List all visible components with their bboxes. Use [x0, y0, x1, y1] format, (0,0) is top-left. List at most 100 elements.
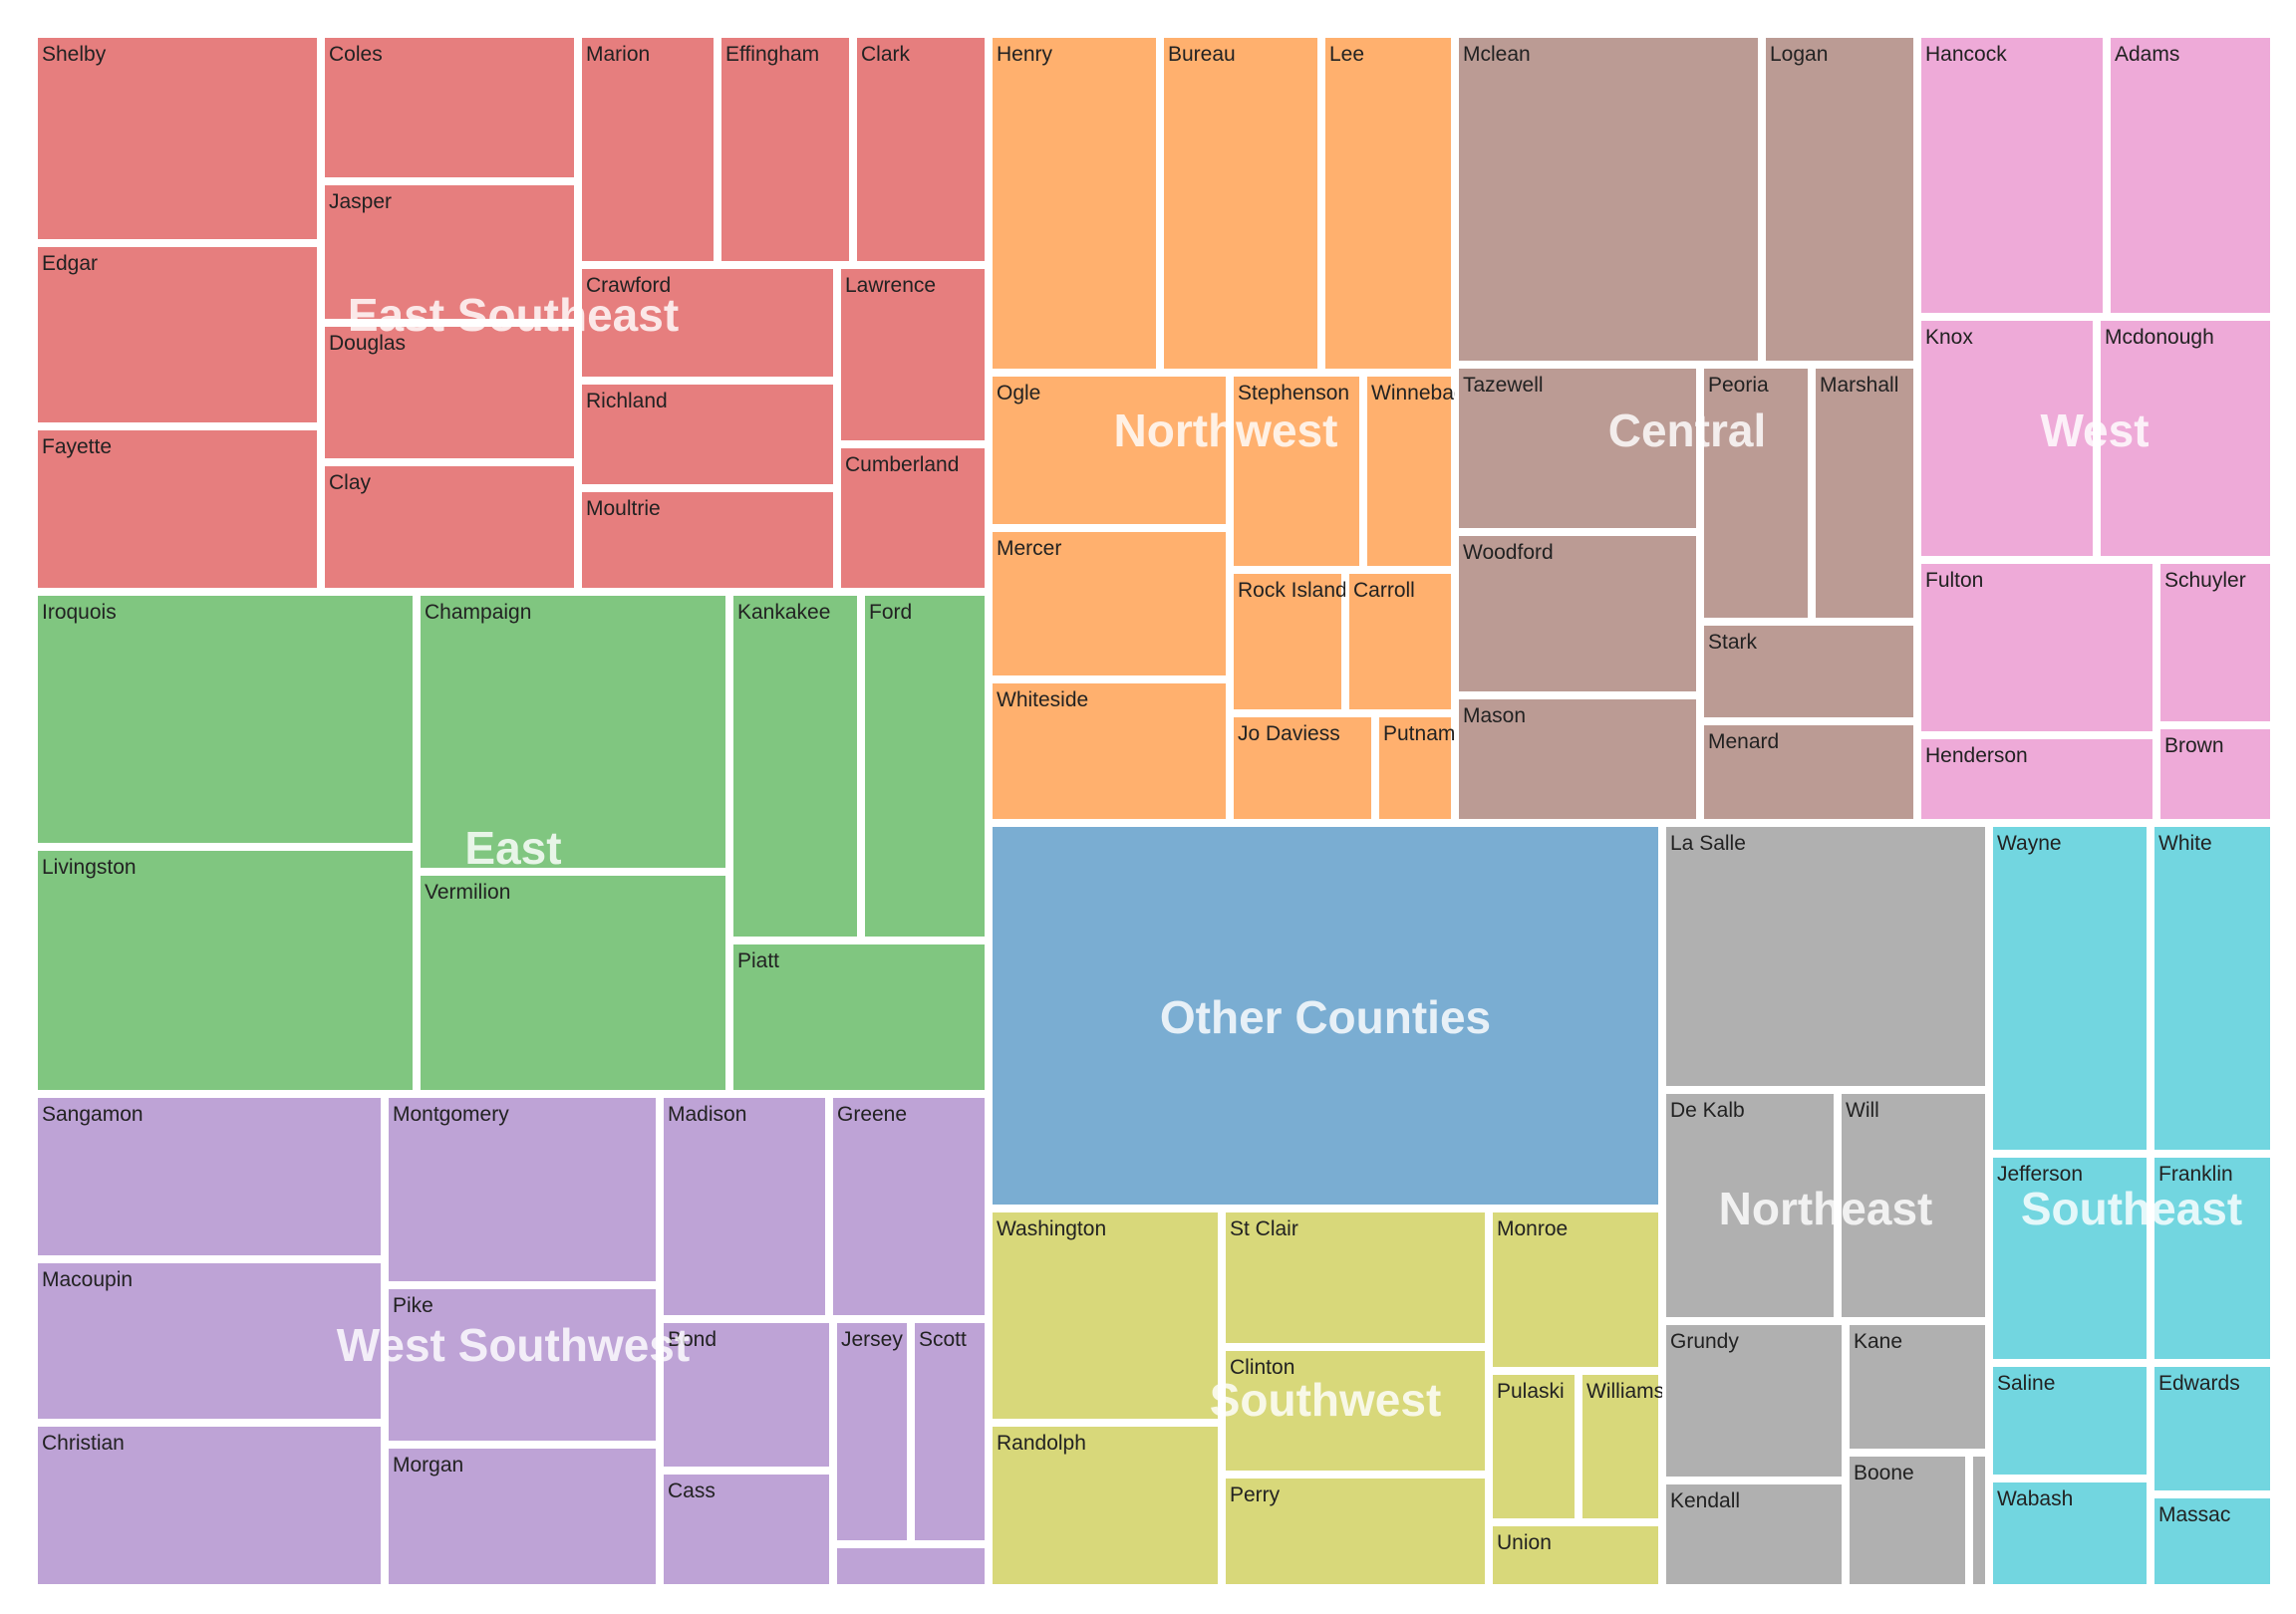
county-cell-stephenson: Stephenson [1230, 373, 1363, 570]
county-label: Hancock [1925, 43, 2007, 66]
county-label: Franklin [2158, 1163, 2233, 1186]
county-cell-jersey: Jersey [833, 1319, 911, 1544]
county-cell-mason: Mason [1455, 695, 1700, 823]
county-cell-massac: Massac [2151, 1494, 2274, 1588]
county-label: Moultrie [586, 497, 661, 520]
county-cell-woodford: Woodford [1455, 532, 1700, 695]
county-cell-white: White [2151, 823, 2274, 1154]
county-label: Monroe [1497, 1217, 1569, 1240]
county-label: Union [1497, 1531, 1552, 1554]
county-label: Mason [1463, 704, 1527, 727]
county-cell-brown: Brown [2156, 725, 2274, 823]
county-cell-unlabeled [1969, 1453, 1989, 1588]
county-label: Edgar [42, 252, 99, 275]
county-cell-peoria: Peoria [1700, 365, 1812, 622]
county-cell-henry: Henry [989, 34, 1160, 373]
county-label: Clinton [1230, 1356, 1295, 1379]
county-cell-logan: Logan [1762, 34, 1917, 365]
county-cell-pulaski: Pulaski [1489, 1371, 1578, 1522]
county-cell-douglas: Douglas [321, 323, 578, 462]
county-label: Wayne [1997, 832, 2062, 855]
county-cell-monroe: Monroe [1489, 1209, 1662, 1371]
county-cell-tazewell: Tazewell [1455, 365, 1700, 532]
county-cell-franklin: Franklin [2151, 1154, 2274, 1363]
county-cell-grundy: Grundy [1662, 1321, 1846, 1480]
county-label: Jo Daviess [1238, 722, 1340, 745]
county-cell-wayne: Wayne [1989, 823, 2151, 1154]
county-cell-ford: Ford [861, 592, 989, 941]
county-label: Winnebago [1371, 382, 1478, 404]
county-label: Clark [861, 43, 911, 66]
county-label: Stark [1708, 631, 1758, 654]
county-cell-rock-island: Rock Island [1230, 570, 1347, 713]
county-label: Crawford [586, 274, 672, 297]
county-label: Rock Island [1238, 579, 1347, 602]
county-label: Adams [2115, 43, 2180, 66]
county-cell-mclean: Mclean [1455, 34, 1762, 365]
county-label: Montgomery [393, 1103, 509, 1126]
county-label: Lawrence [845, 274, 937, 297]
county-label: Mercer [997, 537, 1062, 560]
county-label: De Kalb [1670, 1099, 1745, 1122]
county-label: Brown [2164, 734, 2224, 757]
county-cell-bureau: Bureau [1160, 34, 1321, 373]
county-label: Mcdonough [2105, 326, 2214, 349]
county-cell-effingham: Effingham [718, 34, 853, 265]
county-cell-union: Union [1489, 1522, 1662, 1588]
county-cell-marion: Marion [578, 34, 718, 265]
county-label: Grundy [1670, 1330, 1739, 1353]
county-label: Livingston [42, 856, 137, 879]
county-cell-mcdonough: Mcdonough [2097, 317, 2274, 560]
county-label: Macoupin [42, 1268, 134, 1291]
county-label: Will [1846, 1099, 1879, 1122]
county-cell-bond: Bond [660, 1319, 833, 1471]
county-label: Lee [1329, 43, 1365, 66]
county-cell-livingston: Livingston [34, 847, 417, 1094]
county-cell-will: Will [1838, 1090, 1989, 1321]
county-label: Kankakee [737, 601, 831, 624]
county-cell-ogle: Ogle [989, 373, 1230, 528]
county-label: Iroquois [42, 601, 117, 624]
county-label: Knox [1925, 326, 1973, 349]
county-cell-cass: Cass [660, 1471, 833, 1588]
county-label: Marshall [1820, 374, 1899, 397]
county-cell-winnebago: Winnebago [1363, 373, 1477, 570]
county-cell-jo-daviess: Jo Daviess [1230, 713, 1375, 823]
county-cell-edwards: Edwards [2151, 1363, 2274, 1494]
county-cell-lawrence: Lawrence [837, 265, 989, 444]
county-label: Washington [997, 1217, 1107, 1240]
county-cell-henderson: Henderson [1917, 735, 2156, 823]
county-label: Fulton [1925, 569, 1984, 592]
county-cell-coles: Coles [321, 34, 578, 181]
county-label: Menard [1708, 730, 1780, 753]
county-cell-montgomery: Montgomery [385, 1094, 660, 1285]
county-label: White [2158, 832, 2212, 855]
county-cell-champaign: Champaign [417, 592, 729, 872]
county-label: Jefferson [1997, 1163, 2083, 1186]
county-cell-de-kalb: De Kalb [1662, 1090, 1838, 1321]
county-cell-kendall: Kendall [1662, 1480, 1846, 1588]
county-label: Scott [919, 1328, 967, 1351]
county-label: Marion [586, 43, 651, 66]
county-label: Edwards [2158, 1372, 2240, 1395]
county-label: Douglas [329, 332, 407, 355]
county-cell-fayette: Fayette [34, 426, 321, 592]
county-cell-washington: Washington [989, 1209, 1222, 1423]
county-cell-jasper: Jasper [321, 181, 578, 323]
county-cell-williamson: Williamson [1578, 1371, 1688, 1522]
county-cell-unlabeled [833, 1544, 989, 1588]
county-label: Boone [1854, 1462, 1914, 1484]
county-cell-piatt: Piatt [729, 941, 989, 1094]
county-cell-menard: Menard [1700, 721, 1917, 823]
county-label: Shelby [42, 43, 107, 66]
county-cell-clay: Clay [321, 462, 578, 592]
county-cell-boone: Boone [1846, 1453, 1969, 1588]
county-label: Cass [668, 1480, 716, 1502]
county-label: Bureau [1168, 43, 1236, 66]
county-label: Pike [393, 1294, 433, 1317]
county-label: Sangamon [42, 1103, 144, 1126]
county-cell-moultrie: Moultrie [578, 488, 837, 592]
county-label: Madison [668, 1103, 747, 1126]
county-cell-cumberland: Cumberland [837, 444, 989, 592]
